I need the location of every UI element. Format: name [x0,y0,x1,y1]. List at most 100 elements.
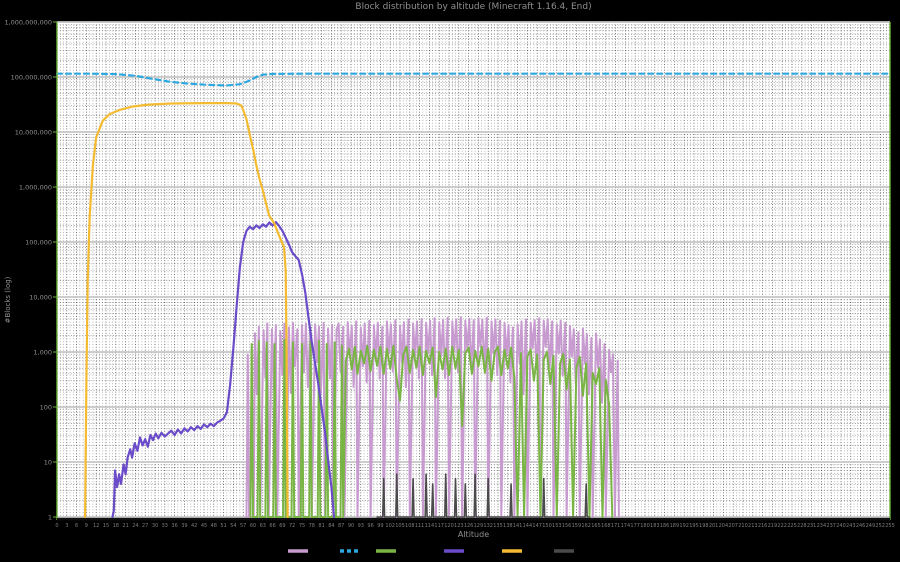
x-tick-label: 168 [601,523,611,529]
x-tick-label: 183 [650,523,660,529]
x-tick-label: 27 [142,523,148,529]
y-tick-label: 1 [48,513,52,521]
x-tick-label: 42 [191,523,197,529]
y-tick-label: 10 [44,458,52,466]
plot-area [57,22,890,517]
x-tick-label: 207 [728,523,738,529]
x-tick-label: 138 [503,523,513,529]
x-tick-label: 6 [75,523,78,529]
series-plum [245,316,620,518]
x-tick-label: 24 [132,523,138,529]
x-tick-label: 57 [240,523,246,529]
x-tick-label: 108 [405,523,415,529]
x-tick-label: 123 [454,523,464,529]
x-tick-label: 111 [415,523,425,529]
x-tick-label: 231 [807,523,817,529]
x-tick-label: 195 [689,523,699,529]
x-tick-label: 174 [621,523,631,529]
x-tick-label: 90 [348,523,354,529]
x-tick-label: 210 [738,523,748,529]
x-tick-label: 99 [377,523,383,529]
x-tick-label: 45 [201,523,207,529]
x-tick-label: 3 [65,523,68,529]
x-tick-label: 252 [875,523,885,529]
x-tick-label: 255 [885,523,895,529]
x-tick-label: 228 [797,523,807,529]
x-tick-label: 177 [630,523,640,529]
x-tick-label: 39 [181,523,187,529]
x-tick-label: 162 [581,523,591,529]
x-tick-label: 18 [113,523,119,529]
x-tick-label: 144 [523,523,533,529]
x-tick-label: 9 [85,523,88,529]
x-tick-label: 213 [748,523,758,529]
x-tick-label: 12 [93,523,99,529]
series-gold [83,101,289,519]
x-tick-label: 21 [122,523,128,529]
x-tick-label: 60 [250,523,256,529]
x-tick-label: 180 [640,523,650,529]
x-tick-label: 33 [162,523,168,529]
x-tick-label: 69 [279,523,285,529]
x-tick-label: 93 [358,523,364,529]
x-tick-label: 156 [562,523,572,529]
x-tick-label: 0 [55,523,58,529]
x-tick-label: 30 [152,523,158,529]
x-tick-label: 114 [425,523,435,529]
x-tick-label: 165 [591,523,601,529]
x-tick-label: 135 [493,523,503,529]
x-tick-label: 15 [103,523,109,529]
series-purple [111,221,336,519]
x-tick-label: 117 [434,523,444,529]
y-tick-label: 10,000 [29,293,52,301]
x-tick-label: 48 [211,523,217,529]
x-tick-label: 225 [787,523,797,529]
x-tick-label: 216 [758,523,768,529]
x-tick-label: 249 [866,523,876,529]
x-tick-label: 189 [670,523,680,529]
x-axis-line [57,518,890,521]
x-tick-label: 72 [289,523,295,529]
x-tick-label: 87 [338,523,344,529]
x-tick-label: 150 [542,523,552,529]
y-tick-label: 1,000,000 [19,183,52,191]
chart-title: Block distribution by altitude (Minecraf… [355,2,592,12]
x-tick-label: 171 [611,523,621,529]
x-tick-label: 186 [660,523,670,529]
x-tick-label: 129 [474,523,484,529]
x-tick-label: 141 [513,523,523,529]
x-tick-label: 243 [846,523,856,529]
x-tick-label: 102 [385,523,395,529]
y-axis-tick-labels: 1 10 100 1,000 10,000 100,000 1,000,000 10,000,… [4,18,52,521]
series-green [249,339,614,518]
x-tick-label: 147 [532,523,542,529]
x-tick-label: 66 [269,523,275,529]
y-axis-label: #Blocks (log) [4,276,12,324]
x-tick-label: 132 [483,523,493,529]
x-tick-label: 201 [709,523,719,529]
y-tick-label: 100 [40,403,52,411]
x-tick-label: 222 [777,523,787,529]
y-tick-label: 1,000,000,000 [4,18,52,26]
x-tick-label: 237 [826,523,836,529]
x-tick-label: 120 [444,523,454,529]
x-tick-label: 84 [328,523,334,529]
x-tick-label: 78 [309,523,315,529]
x-tick-label: 219 [768,523,778,529]
x-tick-label: 126 [464,523,474,529]
x-tick-label: 105 [395,523,405,529]
x-tick-label: 96 [367,523,373,529]
x-tick-label: 51 [220,523,226,529]
y-tick-label: 100,000 [25,238,52,246]
x-tick-label: 246 [856,523,866,529]
x-tick-label: 240 [836,523,846,529]
y-tick-label: 10,000,000 [15,128,52,136]
series-cyan [55,72,892,87]
x-tick-label: 198 [699,523,709,529]
series-gray [376,473,591,518]
x-tick-label: 204 [719,523,729,529]
x-axis-label: Altitude [457,530,490,539]
x-tick-label: 159 [572,523,582,529]
